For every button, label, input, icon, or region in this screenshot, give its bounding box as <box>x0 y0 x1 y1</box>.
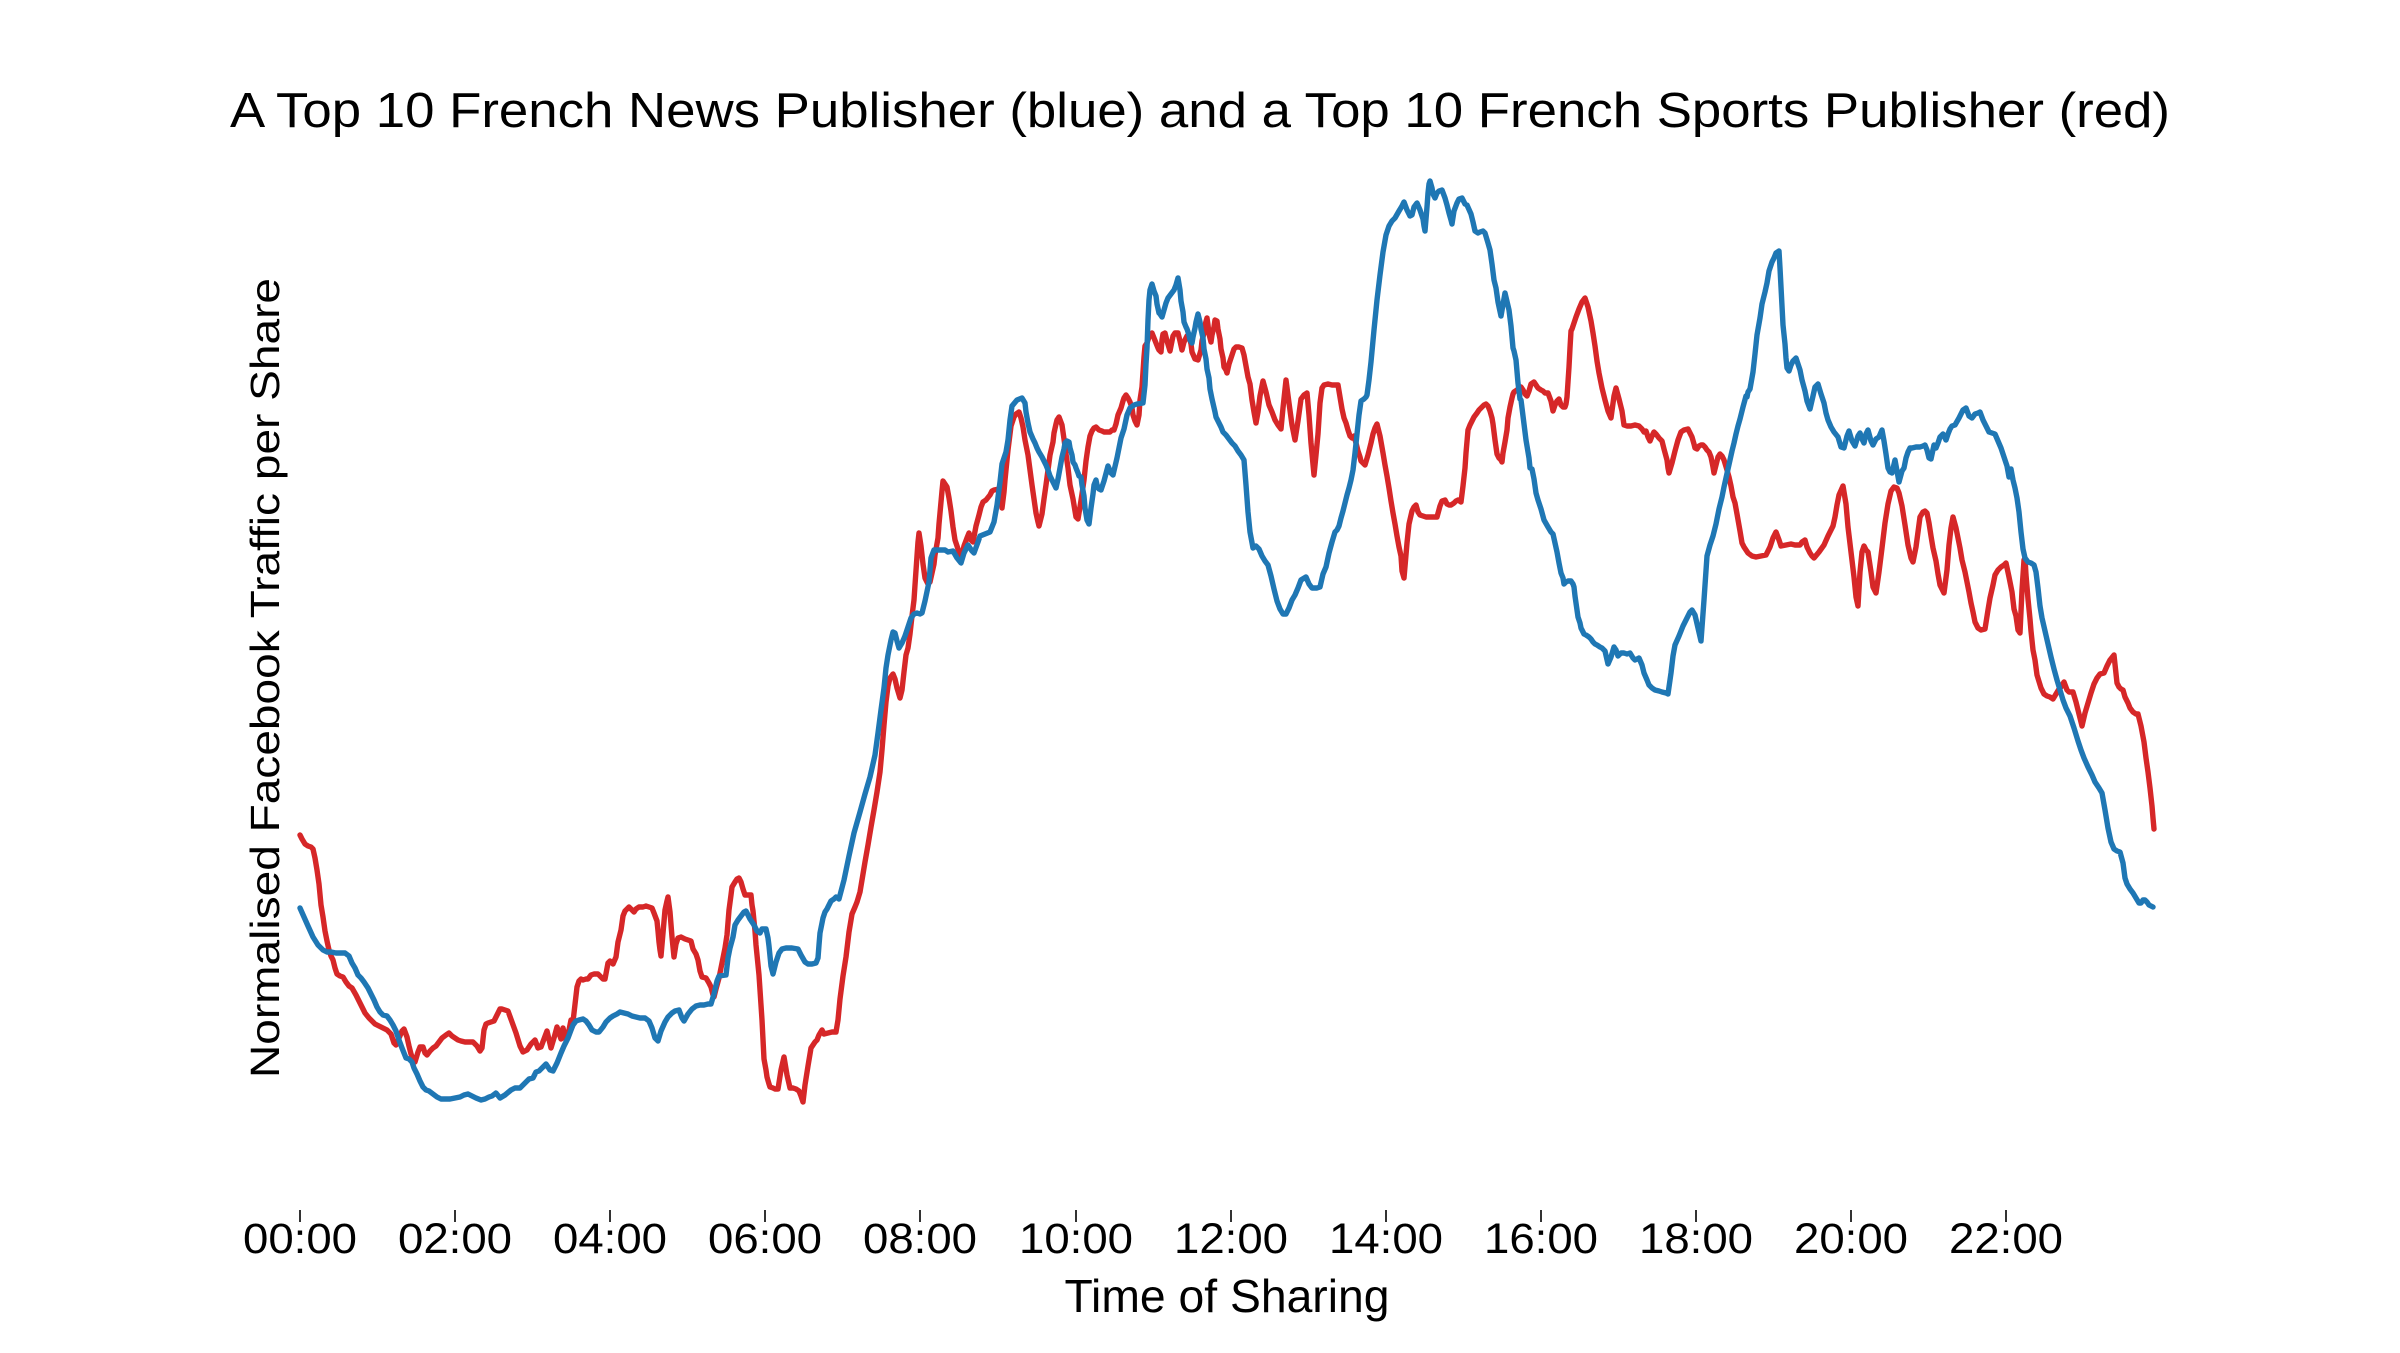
svg-text:14:00: 14:00 <box>1329 1215 1443 1263</box>
svg-text:12:00: 12:00 <box>1174 1215 1288 1263</box>
svg-text:04:00: 04:00 <box>553 1215 667 1263</box>
svg-text:16:00: 16:00 <box>1484 1215 1598 1263</box>
svg-text:Normalised Facebook Traffic pe: Normalised Facebook Traffic per Share <box>242 278 288 1078</box>
svg-text:22:00: 22:00 <box>1949 1215 2063 1263</box>
svg-text:18:00: 18:00 <box>1639 1215 1753 1263</box>
svg-text:A Top 10 French News Publisher: A Top 10 French News Publisher (blue) an… <box>230 84 2170 138</box>
svg-text:02:00: 02:00 <box>398 1215 512 1263</box>
svg-text:06:00: 06:00 <box>708 1215 822 1263</box>
svg-text:Time of Sharing: Time of Sharing <box>1065 1270 1390 1322</box>
svg-text:08:00: 08:00 <box>863 1215 977 1263</box>
svg-text:00:00: 00:00 <box>243 1215 357 1263</box>
svg-text:20:00: 20:00 <box>1794 1215 1908 1263</box>
svg-text:10:00: 10:00 <box>1019 1215 1133 1263</box>
